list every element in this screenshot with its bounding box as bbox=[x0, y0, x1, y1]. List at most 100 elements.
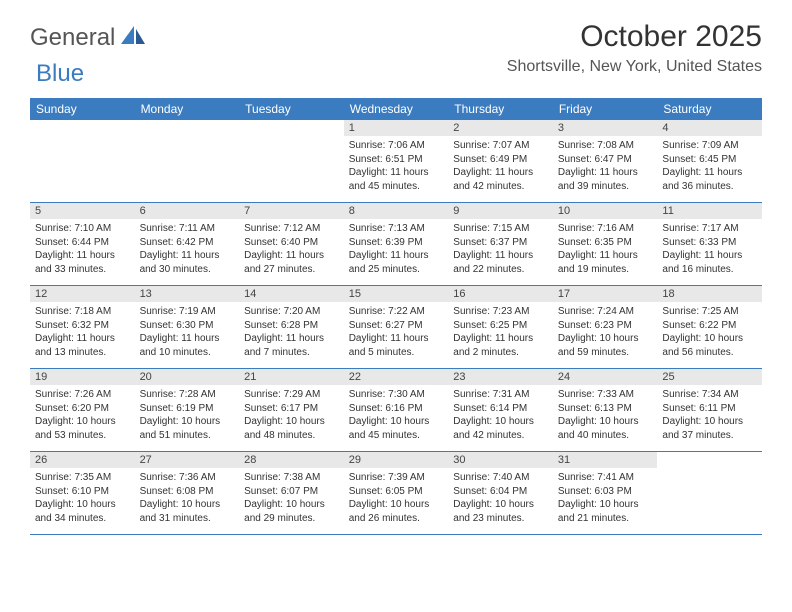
logo-text-blue: Blue bbox=[36, 60, 84, 88]
week-row: 1Sunrise: 7:06 AMSunset: 6:51 PMDaylight… bbox=[30, 120, 762, 203]
day-info: Sunrise: 7:29 AMSunset: 6:17 PMDaylight:… bbox=[244, 388, 339, 442]
day-cell: 1Sunrise: 7:06 AMSunset: 6:51 PMDaylight… bbox=[344, 120, 449, 202]
empty-cell bbox=[657, 452, 762, 534]
day-info: Sunrise: 7:40 AMSunset: 6:04 PMDaylight:… bbox=[453, 471, 548, 525]
day-number: 13 bbox=[135, 286, 240, 302]
day-info: Sunrise: 7:30 AMSunset: 6:16 PMDaylight:… bbox=[349, 388, 444, 442]
empty-cell bbox=[30, 120, 135, 202]
day-info: Sunrise: 7:09 AMSunset: 6:45 PMDaylight:… bbox=[662, 139, 757, 193]
day-number: 15 bbox=[344, 286, 449, 302]
day-number: 30 bbox=[448, 452, 553, 468]
day-info: Sunrise: 7:10 AMSunset: 6:44 PMDaylight:… bbox=[35, 222, 130, 276]
day-number: 23 bbox=[448, 369, 553, 385]
sail-icon bbox=[121, 26, 147, 51]
day-cell: 24 Sunrise: 7:33 AMSunset: 6:13 PMDayligh… bbox=[553, 369, 658, 451]
day-info: Sunrise: 7:22 AMSunset: 6:27 PMDaylight:… bbox=[349, 305, 444, 359]
day-info: Sunrise: 7:34 AMSunset: 6:11 PMDaylight:… bbox=[662, 388, 757, 442]
day-cell: 23Sunrise: 7:31 AMSunset: 6:14 PMDayligh… bbox=[448, 369, 553, 451]
day-number: 9 bbox=[448, 203, 553, 219]
day-number: 2 bbox=[448, 120, 553, 136]
day-cell: 7 Sunrise: 7:12 AMSunset: 6:40 PMDaylight… bbox=[239, 203, 344, 285]
day-info: Sunrise: 7:35 AMSunset: 6:10 PMDaylight:… bbox=[35, 471, 130, 525]
empty-cell bbox=[239, 120, 344, 202]
day-cell: 2 Sunrise: 7:07 AMSunset: 6:49 PMDaylight… bbox=[448, 120, 553, 202]
day-info: Sunrise: 7:07 AMSunset: 6:49 PMDaylight:… bbox=[453, 139, 548, 193]
page-title: October 2025 bbox=[507, 20, 762, 54]
day-cell: 30 Sunrise: 7:40 AMSunset: 6:04 PMDayligh… bbox=[448, 452, 553, 534]
day-cell: 31Sunrise: 7:41 AMSunset: 6:03 PMDayligh… bbox=[553, 452, 658, 534]
day-number: 18 bbox=[657, 286, 762, 302]
day-number: 25 bbox=[657, 369, 762, 385]
weekday-header-row: SundayMondayTuesdayWednesdayThursdayFrid… bbox=[30, 98, 762, 120]
day-info: Sunrise: 7:18 AMSunset: 6:32 PMDaylight:… bbox=[35, 305, 130, 359]
day-cell: 13 Sunrise: 7:19 AMSunset: 6:30 PMDayligh… bbox=[135, 286, 240, 368]
day-cell: 19 Sunrise: 7:26 AMSunset: 6:20 PMDayligh… bbox=[30, 369, 135, 451]
day-number: 3 bbox=[553, 120, 658, 136]
day-info: Sunrise: 7:08 AMSunset: 6:47 PMDaylight:… bbox=[558, 139, 653, 193]
day-cell: 17Sunrise: 7:24 AMSunset: 6:23 PMDayligh… bbox=[553, 286, 658, 368]
day-cell: 4 Sunrise: 7:09 AMSunset: 6:45 PMDaylight… bbox=[657, 120, 762, 202]
day-cell: 18Sunrise: 7:25 AMSunset: 6:22 PMDayligh… bbox=[657, 286, 762, 368]
day-cell: 22 Sunrise: 7:30 AMSunset: 6:16 PMDayligh… bbox=[344, 369, 449, 451]
week-row: 12 Sunrise: 7:18 AMSunset: 6:32 PMDayligh… bbox=[30, 286, 762, 369]
day-info: Sunrise: 7:23 AMSunset: 6:25 PMDaylight:… bbox=[453, 305, 548, 359]
day-cell: 9Sunrise: 7:15 AMSunset: 6:37 PMDaylight… bbox=[448, 203, 553, 285]
weekday-saturday: Saturday bbox=[657, 98, 762, 120]
day-number: 5 bbox=[30, 203, 135, 219]
day-cell: 26 Sunrise: 7:35 AMSunset: 6:10 PMDayligh… bbox=[30, 452, 135, 534]
day-info: Sunrise: 7:41 AMSunset: 6:03 PMDaylight:… bbox=[558, 471, 653, 525]
day-number: 28 bbox=[239, 452, 344, 468]
day-number: 19 bbox=[30, 369, 135, 385]
day-info: Sunrise: 7:33 AMSunset: 6:13 PMDaylight:… bbox=[558, 388, 653, 442]
day-info: Sunrise: 7:11 AMSunset: 6:42 PMDaylight:… bbox=[140, 222, 235, 276]
day-cell: 11 Sunrise: 7:17 AMSunset: 6:33 PMDayligh… bbox=[657, 203, 762, 285]
day-number: 8 bbox=[344, 203, 449, 219]
location-text: Shortsville, New York, United States bbox=[507, 58, 762, 76]
week-row: 5 Sunrise: 7:10 AMSunset: 6:44 PMDaylight… bbox=[30, 203, 762, 286]
day-cell: 20Sunrise: 7:28 AMSunset: 6:19 PMDayligh… bbox=[135, 369, 240, 451]
day-cell: 3 Sunrise: 7:08 AMSunset: 6:47 PMDaylight… bbox=[553, 120, 658, 202]
day-cell: 21 Sunrise: 7:29 AMSunset: 6:17 PMDayligh… bbox=[239, 369, 344, 451]
day-number: 29 bbox=[344, 452, 449, 468]
day-cell: 14 Sunrise: 7:20 AMSunset: 6:28 PMDayligh… bbox=[239, 286, 344, 368]
day-info: Sunrise: 7:19 AMSunset: 6:30 PMDaylight:… bbox=[140, 305, 235, 359]
logo: General bbox=[30, 24, 149, 52]
day-info: Sunrise: 7:12 AMSunset: 6:40 PMDaylight:… bbox=[244, 222, 339, 276]
day-number: 7 bbox=[239, 203, 344, 219]
day-number: 14 bbox=[239, 286, 344, 302]
day-cell: 16 Sunrise: 7:23 AMSunset: 6:25 PMDayligh… bbox=[448, 286, 553, 368]
empty-cell bbox=[135, 120, 240, 202]
day-number: 11 bbox=[657, 203, 762, 219]
day-number: 26 bbox=[30, 452, 135, 468]
day-cell: 27Sunrise: 7:36 AMSunset: 6:08 PMDayligh… bbox=[135, 452, 240, 534]
day-number: 22 bbox=[344, 369, 449, 385]
weekday-sunday: Sunday bbox=[30, 98, 135, 120]
day-number: 10 bbox=[553, 203, 658, 219]
weekday-tuesday: Tuesday bbox=[239, 98, 344, 120]
day-number: 12 bbox=[30, 286, 135, 302]
day-cell: 12 Sunrise: 7:18 AMSunset: 6:32 PMDayligh… bbox=[30, 286, 135, 368]
day-number: 20 bbox=[135, 369, 240, 385]
day-cell: 6 Sunrise: 7:11 AMSunset: 6:42 PMDaylight… bbox=[135, 203, 240, 285]
day-info: Sunrise: 7:20 AMSunset: 6:28 PMDaylight:… bbox=[244, 305, 339, 359]
day-number: 21 bbox=[239, 369, 344, 385]
day-number: 24 bbox=[553, 369, 658, 385]
day-cell: 5 Sunrise: 7:10 AMSunset: 6:44 PMDaylight… bbox=[30, 203, 135, 285]
day-info: Sunrise: 7:13 AMSunset: 6:39 PMDaylight:… bbox=[349, 222, 444, 276]
day-cell: 25 Sunrise: 7:34 AMSunset: 6:11 PMDayligh… bbox=[657, 369, 762, 451]
day-cell: 10Sunrise: 7:16 AMSunset: 6:35 PMDayligh… bbox=[553, 203, 658, 285]
day-cell: 8 Sunrise: 7:13 AMSunset: 6:39 PMDaylight… bbox=[344, 203, 449, 285]
day-cell: 29Sunrise: 7:39 AMSunset: 6:05 PMDayligh… bbox=[344, 452, 449, 534]
weekday-thursday: Thursday bbox=[448, 98, 553, 120]
day-number: 4 bbox=[657, 120, 762, 136]
day-info: Sunrise: 7:17 AMSunset: 6:33 PMDaylight:… bbox=[662, 222, 757, 276]
week-row: 19 Sunrise: 7:26 AMSunset: 6:20 PMDayligh… bbox=[30, 369, 762, 452]
day-number: 16 bbox=[448, 286, 553, 302]
weekday-wednesday: Wednesday bbox=[344, 98, 449, 120]
day-info: Sunrise: 7:26 AMSunset: 6:20 PMDaylight:… bbox=[35, 388, 130, 442]
day-cell: 28 Sunrise: 7:38 AMSunset: 6:07 PMDayligh… bbox=[239, 452, 344, 534]
weekday-monday: Monday bbox=[135, 98, 240, 120]
day-info: Sunrise: 7:38 AMSunset: 6:07 PMDaylight:… bbox=[244, 471, 339, 525]
day-number: 6 bbox=[135, 203, 240, 219]
day-info: Sunrise: 7:06 AMSunset: 6:51 PMDaylight:… bbox=[349, 139, 444, 193]
